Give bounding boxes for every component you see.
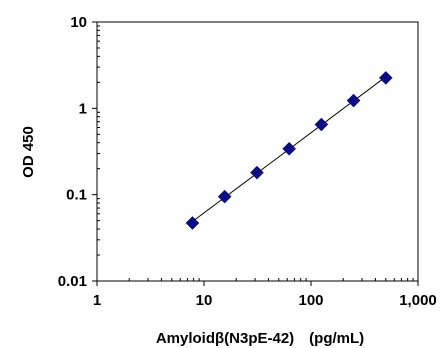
- data-point-diamond: [378, 71, 393, 85]
- data-point-diamond: [346, 93, 361, 108]
- x-tick-label: 1: [93, 292, 101, 309]
- y-axis-title: OD 450: [20, 126, 37, 178]
- x-tick-label: 10: [196, 292, 213, 309]
- plot-border: [96, 21, 419, 282]
- x-axis-ticks: 1 10 100 1,000: [93, 278, 437, 309]
- x-tick-label: 100: [298, 292, 323, 309]
- data-points: [185, 71, 393, 230]
- x-tick-label: 1,000: [399, 292, 437, 309]
- y-axis-ticks: 0.01 0.1 1 10: [58, 14, 100, 290]
- plot-area: [96, 21, 419, 282]
- y-tick-label: 0.01: [58, 273, 87, 290]
- y-tick-label: 10: [70, 14, 87, 31]
- data-point-diamond: [185, 216, 200, 230]
- data-point-diamond: [217, 189, 232, 204]
- data-point-diamond: [282, 141, 297, 156]
- y-tick-label: 1: [79, 100, 87, 117]
- data-point-diamond: [250, 165, 264, 180]
- data-point-diamond: [314, 117, 329, 132]
- y-tick-label: 0.1: [66, 187, 87, 204]
- x-axis-title: Amyloidβ(N3pE-42) (pg/mL): [156, 330, 364, 347]
